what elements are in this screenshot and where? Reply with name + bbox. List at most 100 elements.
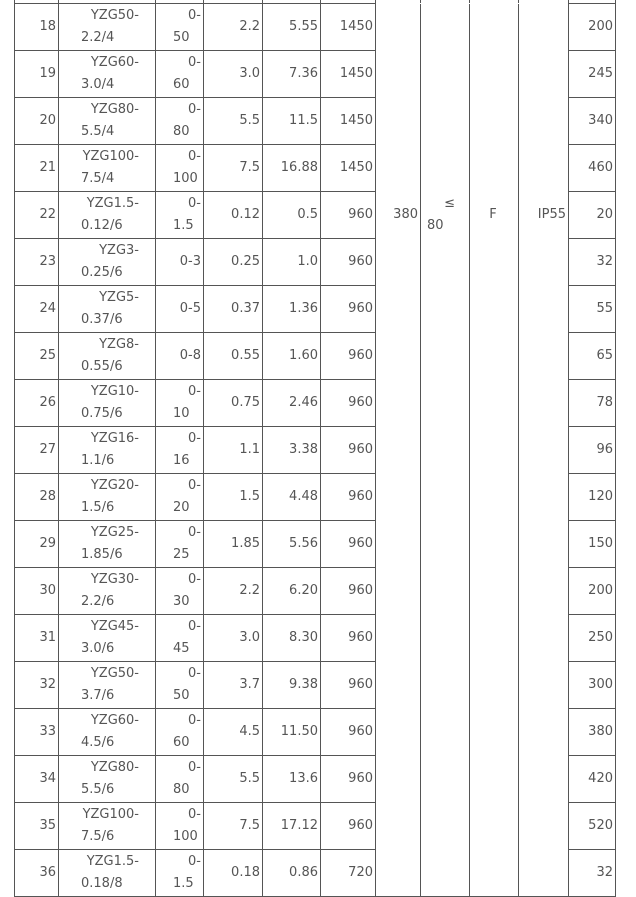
rpm-cell: 960 bbox=[320, 802, 376, 850]
current-cell: 9.38 bbox=[262, 661, 321, 709]
model-cell: YZG80-5.5/6 bbox=[58, 755, 156, 803]
power-cell: 1.5 bbox=[203, 473, 263, 521]
power-cell: 3.0 bbox=[203, 614, 263, 662]
current-cell: 1.0 bbox=[262, 238, 321, 286]
power-cell: 4.5 bbox=[203, 708, 263, 756]
table-row: 32 YZG50-3.7/6 0-50 3.7 9.38 960 300 bbox=[14, 661, 616, 709]
last-value-cell: 245 bbox=[568, 50, 616, 98]
row-number: 30 bbox=[14, 567, 59, 615]
current-cell: 2.46 bbox=[262, 379, 321, 427]
last-value-cell: 20 bbox=[568, 191, 616, 239]
model-text: YZG80-5.5/6 bbox=[81, 760, 139, 797]
last-value-cell: 380 bbox=[568, 708, 616, 756]
le-cell bbox=[420, 614, 470, 662]
voltage-cell bbox=[375, 520, 421, 568]
protection-cell bbox=[518, 708, 569, 756]
table-row: 30 YZG30-2.2/6 0-30 2.2 6.20 960 200 bbox=[14, 567, 616, 615]
insulation-cell bbox=[469, 755, 519, 803]
speed-range-cell: 0-5 bbox=[155, 285, 204, 333]
table-row: 28 YZG20-1.5/6 0-20 1.5 4.48 960 120 bbox=[14, 473, 616, 521]
model-cell: YZG80-5.5/4 bbox=[58, 97, 156, 145]
rpm-cell: 1450 bbox=[320, 50, 376, 98]
insulation-cell bbox=[469, 285, 519, 333]
last-value-cell: 250 bbox=[568, 614, 616, 662]
last-value-cell: 78 bbox=[568, 379, 616, 427]
speed-range-cell: 0-8 bbox=[155, 332, 204, 380]
insulation-cell bbox=[469, 332, 519, 380]
rpm-cell: 1450 bbox=[320, 3, 376, 51]
rpm-cell: 1450 bbox=[320, 97, 376, 145]
power-cell: 3.0 bbox=[203, 50, 263, 98]
le-cell bbox=[420, 238, 470, 286]
model-cell: YZG60-3.0/4 bbox=[58, 50, 156, 98]
row-number: 27 bbox=[14, 426, 59, 474]
power-cell: 0.55 bbox=[203, 332, 263, 380]
protection-cell bbox=[518, 567, 569, 615]
row-number: 22 bbox=[14, 191, 59, 239]
row-number: 36 bbox=[14, 849, 59, 897]
insulation-cell bbox=[469, 802, 519, 850]
current-cell: 5.56 bbox=[262, 520, 321, 568]
last-value-cell: 200 bbox=[568, 567, 616, 615]
le-cell bbox=[420, 3, 470, 51]
power-cell: 0.25 bbox=[203, 238, 263, 286]
row-number: 29 bbox=[14, 520, 59, 568]
last-value-cell: 65 bbox=[568, 332, 616, 380]
voltage-cell bbox=[375, 614, 421, 662]
speed-range-text: 0-16 bbox=[173, 431, 201, 468]
voltage-cell bbox=[375, 802, 421, 850]
protection-cell bbox=[518, 144, 569, 192]
insulation-cell bbox=[469, 50, 519, 98]
insulation-cell bbox=[469, 520, 519, 568]
current-cell: 0.5 bbox=[262, 191, 321, 239]
protection-cell bbox=[518, 379, 569, 427]
model-text: YZG100-7.5/6 bbox=[81, 807, 139, 844]
model-text: YZG3-0.25/6 bbox=[81, 243, 139, 280]
current-cell: 0.86 bbox=[262, 849, 321, 897]
row-number: 24 bbox=[14, 285, 59, 333]
power-cell: 0.37 bbox=[203, 285, 263, 333]
last-value-cell: 120 bbox=[568, 473, 616, 521]
voltage-cell bbox=[375, 708, 421, 756]
last-value-cell: 340 bbox=[568, 97, 616, 145]
table-row: 21 YZG100-7.5/4 0-100 7.5 16.88 1450 460 bbox=[14, 144, 616, 192]
row-number: 34 bbox=[14, 755, 59, 803]
rpm-cell: 960 bbox=[320, 285, 376, 333]
speed-range-cell: 0-25 bbox=[155, 520, 204, 568]
current-cell: 1.36 bbox=[262, 285, 321, 333]
protection-cell bbox=[518, 849, 569, 897]
table-row: 19 YZG60-3.0/4 0-60 3.0 7.36 1450 245 bbox=[14, 50, 616, 98]
speed-range-cell: 0-45 bbox=[155, 614, 204, 662]
speed-range-cell: 0-100 bbox=[155, 144, 204, 192]
speed-range-text: 0-80 bbox=[173, 102, 201, 139]
row-number: 35 bbox=[14, 802, 59, 850]
speed-range-cell: 0-10 bbox=[155, 379, 204, 427]
power-cell: 2.2 bbox=[203, 3, 263, 51]
model-text: YZG5-0.37/6 bbox=[81, 290, 139, 327]
insulation-cell bbox=[469, 473, 519, 521]
speed-range-cell: 0-60 bbox=[155, 708, 204, 756]
model-cell: YZG50-3.7/6 bbox=[58, 661, 156, 709]
model-text: YZG60-4.5/6 bbox=[81, 713, 139, 750]
table-row: 18 YZG50-2.2/4 0-50 2.2 5.55 1450 200 bbox=[14, 3, 616, 51]
model-cell: YZG60-4.5/6 bbox=[58, 708, 156, 756]
speed-range-cell: 0-3 bbox=[155, 238, 204, 286]
voltage-cell: 380 bbox=[375, 191, 421, 239]
table-row: 25 YZG8-0.55/6 0-8 0.55 1.60 960 65 bbox=[14, 332, 616, 380]
voltage-cell bbox=[375, 97, 421, 145]
model-text: YZG25-1.85/6 bbox=[81, 525, 139, 562]
model-text: YZG45-3.0/6 bbox=[81, 619, 139, 656]
model-cell: YZG1.5-0.12/6 bbox=[58, 191, 156, 239]
row-number: 18 bbox=[14, 3, 59, 51]
model-cell: YZG45-3.0/6 bbox=[58, 614, 156, 662]
speed-range-cell: 0-50 bbox=[155, 3, 204, 51]
last-value-cell: 200 bbox=[568, 3, 616, 51]
power-cell: 5.5 bbox=[203, 755, 263, 803]
model-text: YZG20-1.5/6 bbox=[81, 478, 139, 515]
speed-range-cell: 0-1.5 bbox=[155, 191, 204, 239]
rpm-cell: 960 bbox=[320, 191, 376, 239]
table-top-continuation bbox=[0, 0, 636, 3]
speed-range-cell: 0-100 bbox=[155, 802, 204, 850]
rpm-cell: 960 bbox=[320, 755, 376, 803]
voltage-cell bbox=[375, 426, 421, 474]
